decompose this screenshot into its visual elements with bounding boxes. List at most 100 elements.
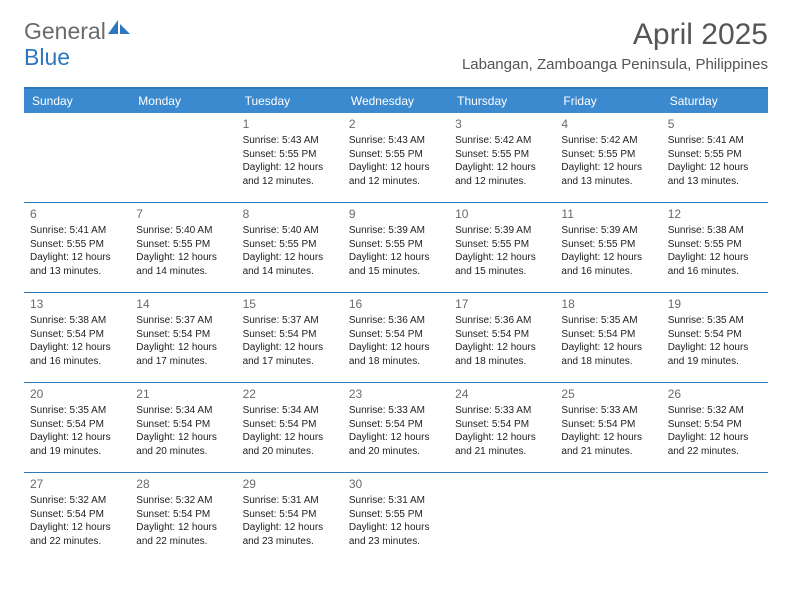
day-number: 9 xyxy=(349,206,443,222)
sunset-text: Sunset: 5:55 PM xyxy=(30,238,124,252)
dayname-sun: Sunday xyxy=(24,89,130,113)
sunset-text: Sunset: 5:54 PM xyxy=(455,328,549,342)
day-number: 26 xyxy=(668,386,762,402)
week-row: 20Sunrise: 5:35 AMSunset: 5:54 PMDayligh… xyxy=(24,383,768,473)
day-cell: 10Sunrise: 5:39 AMSunset: 5:55 PMDayligh… xyxy=(449,203,555,292)
daylight-text: Daylight: 12 hours and 20 minutes. xyxy=(349,431,443,458)
daylight-text: Daylight: 12 hours and 17 minutes. xyxy=(136,341,230,368)
day-cell: 28Sunrise: 5:32 AMSunset: 5:54 PMDayligh… xyxy=(130,473,236,563)
sunrise-text: Sunrise: 5:39 AM xyxy=(561,224,655,238)
day-number: 2 xyxy=(349,116,443,132)
sunset-text: Sunset: 5:55 PM xyxy=(561,238,655,252)
daylight-text: Daylight: 12 hours and 22 minutes. xyxy=(668,431,762,458)
sunset-text: Sunset: 5:55 PM xyxy=(136,238,230,252)
sunrise-text: Sunrise: 5:42 AM xyxy=(561,134,655,148)
day-cell: 2Sunrise: 5:43 AMSunset: 5:55 PMDaylight… xyxy=(343,113,449,202)
day-cell: 19Sunrise: 5:35 AMSunset: 5:54 PMDayligh… xyxy=(662,293,768,382)
sunrise-text: Sunrise: 5:35 AM xyxy=(561,314,655,328)
week-row: 1Sunrise: 5:43 AMSunset: 5:55 PMDaylight… xyxy=(24,113,768,203)
daylight-text: Daylight: 12 hours and 17 minutes. xyxy=(243,341,337,368)
day-number: 22 xyxy=(243,386,337,402)
day-number: 10 xyxy=(455,206,549,222)
day-cell: 13Sunrise: 5:38 AMSunset: 5:54 PMDayligh… xyxy=(24,293,130,382)
day-cell-empty xyxy=(130,113,236,202)
logo-text-blue: Blue xyxy=(24,44,70,70)
sunrise-text: Sunrise: 5:40 AM xyxy=(136,224,230,238)
day-cell-empty xyxy=(24,113,130,202)
sunrise-text: Sunrise: 5:39 AM xyxy=(349,224,443,238)
sunset-text: Sunset: 5:55 PM xyxy=(668,238,762,252)
daylight-text: Daylight: 12 hours and 19 minutes. xyxy=(668,341,762,368)
calendar: Sunday Monday Tuesday Wednesday Thursday… xyxy=(24,87,768,563)
daylight-text: Daylight: 12 hours and 21 minutes. xyxy=(455,431,549,458)
day-number: 17 xyxy=(455,296,549,312)
sunrise-text: Sunrise: 5:41 AM xyxy=(668,134,762,148)
day-cell: 14Sunrise: 5:37 AMSunset: 5:54 PMDayligh… xyxy=(130,293,236,382)
day-cell: 29Sunrise: 5:31 AMSunset: 5:54 PMDayligh… xyxy=(237,473,343,563)
sunset-text: Sunset: 5:54 PM xyxy=(30,328,124,342)
logo-text-general: General xyxy=(24,18,106,45)
daylight-text: Daylight: 12 hours and 22 minutes. xyxy=(30,521,124,548)
logo: General xyxy=(24,18,130,45)
day-number: 21 xyxy=(136,386,230,402)
dayname-wed: Wednesday xyxy=(343,89,449,113)
day-number: 14 xyxy=(136,296,230,312)
day-cell: 27Sunrise: 5:32 AMSunset: 5:54 PMDayligh… xyxy=(24,473,130,563)
sunset-text: Sunset: 5:54 PM xyxy=(349,328,443,342)
week-row: 27Sunrise: 5:32 AMSunset: 5:54 PMDayligh… xyxy=(24,473,768,563)
day-cell: 25Sunrise: 5:33 AMSunset: 5:54 PMDayligh… xyxy=(555,383,661,472)
day-number: 29 xyxy=(243,476,337,492)
day-number: 8 xyxy=(243,206,337,222)
daylight-text: Daylight: 12 hours and 15 minutes. xyxy=(349,251,443,278)
sunrise-text: Sunrise: 5:32 AM xyxy=(136,494,230,508)
sunrise-text: Sunrise: 5:32 AM xyxy=(30,494,124,508)
day-number: 28 xyxy=(136,476,230,492)
sunset-text: Sunset: 5:55 PM xyxy=(349,238,443,252)
day-number: 5 xyxy=(668,116,762,132)
day-cell: 9 Sunrise: 5:39 AMSunset: 5:55 PMDaylight… xyxy=(343,203,449,292)
day-cell: 6Sunrise: 5:41 AMSunset: 5:55 PMDaylight… xyxy=(24,203,130,292)
logo-sail-icon xyxy=(108,18,130,41)
sunrise-text: Sunrise: 5:36 AM xyxy=(455,314,549,328)
sunrise-text: Sunrise: 5:42 AM xyxy=(455,134,549,148)
day-cell: 11Sunrise: 5:39 AMSunset: 5:55 PMDayligh… xyxy=(555,203,661,292)
dayname-mon: Monday xyxy=(130,89,236,113)
day-cell: 23Sunrise: 5:33 AMSunset: 5:54 PMDayligh… xyxy=(343,383,449,472)
day-cell-empty xyxy=(449,473,555,563)
day-number: 15 xyxy=(243,296,337,312)
sunset-text: Sunset: 5:55 PM xyxy=(668,148,762,162)
daylight-text: Daylight: 12 hours and 20 minutes. xyxy=(243,431,337,458)
day-number: 27 xyxy=(30,476,124,492)
week-row: 6Sunrise: 5:41 AMSunset: 5:55 PMDaylight… xyxy=(24,203,768,293)
month-title: April 2025 xyxy=(462,18,768,52)
day-cell: 5 Sunrise: 5:41 AMSunset: 5:55 PMDaylight… xyxy=(662,113,768,202)
sunset-text: Sunset: 5:55 PM xyxy=(455,238,549,252)
day-cell: 1Sunrise: 5:43 AMSunset: 5:55 PMDaylight… xyxy=(237,113,343,202)
sunset-text: Sunset: 5:55 PM xyxy=(243,238,337,252)
dayname-tue: Tuesday xyxy=(237,89,343,113)
daylight-text: Daylight: 12 hours and 13 minutes. xyxy=(668,161,762,188)
sunrise-text: Sunrise: 5:32 AM xyxy=(668,404,762,418)
daylight-text: Daylight: 12 hours and 13 minutes. xyxy=(30,251,124,278)
day-cell: 7Sunrise: 5:40 AMSunset: 5:55 PMDaylight… xyxy=(130,203,236,292)
sunrise-text: Sunrise: 5:39 AM xyxy=(455,224,549,238)
dayname-fri: Friday xyxy=(555,89,661,113)
sunrise-text: Sunrise: 5:33 AM xyxy=(561,404,655,418)
day-cell: 8Sunrise: 5:40 AMSunset: 5:55 PMDaylight… xyxy=(237,203,343,292)
day-number: 30 xyxy=(349,476,443,492)
calendar-day-header: Sunday Monday Tuesday Wednesday Thursday… xyxy=(24,89,768,113)
daylight-text: Daylight: 12 hours and 12 minutes. xyxy=(455,161,549,188)
day-cell: 20Sunrise: 5:35 AMSunset: 5:54 PMDayligh… xyxy=(24,383,130,472)
day-number: 12 xyxy=(668,206,762,222)
sunset-text: Sunset: 5:54 PM xyxy=(30,418,124,432)
sunrise-text: Sunrise: 5:34 AM xyxy=(243,404,337,418)
sunrise-text: Sunrise: 5:33 AM xyxy=(455,404,549,418)
week-row: 13Sunrise: 5:38 AMSunset: 5:54 PMDayligh… xyxy=(24,293,768,383)
daylight-text: Daylight: 12 hours and 16 minutes. xyxy=(30,341,124,368)
sunset-text: Sunset: 5:54 PM xyxy=(455,418,549,432)
dayname-sat: Saturday xyxy=(662,89,768,113)
sunset-text: Sunset: 5:54 PM xyxy=(136,328,230,342)
daylight-text: Daylight: 12 hours and 18 minutes. xyxy=(349,341,443,368)
daylight-text: Daylight: 12 hours and 14 minutes. xyxy=(243,251,337,278)
sunrise-text: Sunrise: 5:37 AM xyxy=(243,314,337,328)
